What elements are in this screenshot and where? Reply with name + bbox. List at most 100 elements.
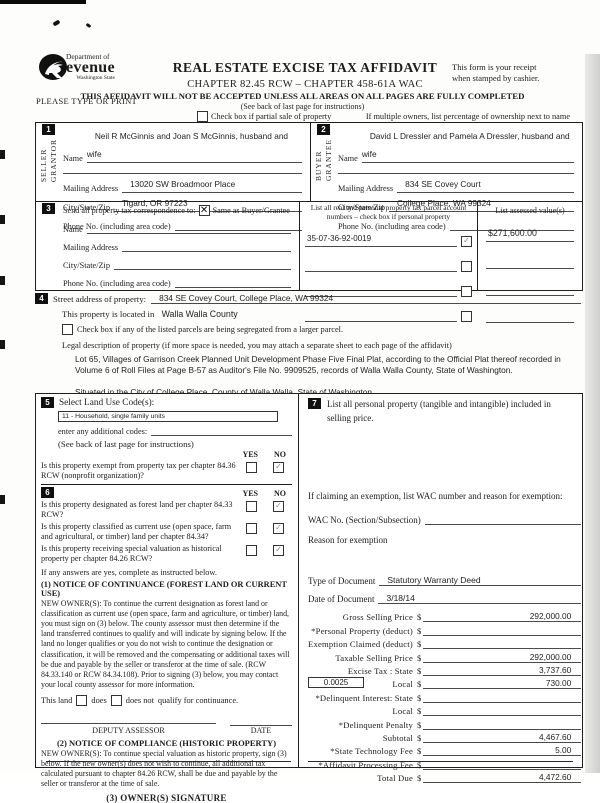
parcel-row	[305, 278, 472, 297]
fee-row-personal-property-deduct: *Personal Property (deduct) $	[308, 622, 582, 636]
assessed-value-field[interactable]: $271,600.00	[486, 223, 574, 242]
parcel-number-field[interactable]: 35-07-36-92-0019	[305, 228, 457, 247]
street-address-field[interactable]: 834 SE Covey Court, College Place, WA 99…	[151, 293, 581, 304]
forest-no-checkbox[interactable]: ✓	[273, 501, 284, 512]
deputy-assessor-label: DEPUTY ASSESSOR	[92, 725, 165, 735]
personal-property-checkbox[interactable]	[461, 285, 472, 297]
assessed-value-field[interactable]	[486, 250, 574, 269]
assessed-value-field[interactable]	[486, 277, 574, 296]
buyer-mailing-field[interactable]: 834 SE Covey Court	[397, 174, 574, 193]
personal-property-checkbox[interactable]	[461, 310, 472, 322]
land-does-checkbox[interactable]	[76, 694, 88, 706]
wac-number-field[interactable]	[424, 514, 582, 525]
buyer-city-value: College Place, WA 99324	[397, 198, 491, 208]
parcel-number-value	[305, 259, 307, 268]
assessed-value-field[interactable]	[486, 304, 574, 323]
fee-value-field[interactable]: 292,000.00	[423, 652, 582, 663]
land-use-code-select[interactable]: 11 - Household, single family units	[58, 411, 278, 422]
street-address-label: Street address of property:	[53, 294, 147, 304]
correspondence-mailing-field[interactable]	[122, 241, 291, 252]
date-line[interactable]	[230, 715, 292, 726]
scan-artifact-bar	[0, 0, 86, 4]
exempt-no-checkbox[interactable]: ✓	[273, 462, 284, 473]
yes-header: YES	[242, 488, 258, 498]
no-header: NO	[274, 488, 286, 498]
fee-label: *State Technology Fee	[330, 746, 413, 757]
fee-value-field[interactable]: 4,467.60	[423, 732, 582, 743]
fee-row-taxable-selling-price: Taxable Selling Price $292,000.00	[308, 649, 582, 663]
same-as-buyer-checkbox[interactable]: ✕	[198, 205, 210, 216]
fee-value-field[interactable]	[423, 719, 582, 730]
scan-edge-strip	[585, 54, 600, 773]
fee-label: Local	[392, 706, 413, 717]
receipt-note-line1: This form is your receipt	[452, 62, 537, 72]
seller-name-overflow-field[interactable]	[63, 163, 302, 174]
owner-signature-line[interactable]	[46, 761, 291, 762]
fee-value-field[interactable]	[423, 638, 582, 650]
seller-name-field[interactable]: Neil R McGinnis and Joan S McGinnis, hus…	[86, 126, 302, 163]
correspondence-phone-label: Phone No. (including area code)	[63, 279, 171, 288]
dollar-sign: $	[416, 665, 422, 676]
fee-row-affidavit-processing-fee: *Affidavit Processing Fee $	[308, 756, 582, 770]
section-number-4: 4	[35, 293, 48, 304]
type-of-document-field[interactable]: Statutory Warranty Deed	[379, 575, 582, 586]
fee-value-field[interactable]	[423, 625, 582, 636]
fee-label: Total Due	[377, 773, 413, 784]
section-number-1: 1	[42, 124, 55, 135]
parcel-number-field[interactable]	[305, 303, 457, 322]
correspondence-name-field[interactable]	[86, 223, 291, 234]
parcel-number-field[interactable]	[305, 278, 457, 297]
parcel-row	[305, 303, 472, 322]
local-rate-box[interactable]: 0.0025	[308, 677, 364, 689]
seller-phone-field[interactable]	[174, 212, 302, 231]
owner-signature-line[interactable]	[308, 761, 573, 762]
personal-property-section: 7 List all personal property (tangible a…	[308, 398, 581, 425]
current-use-no-checkbox[interactable]: ✓	[273, 523, 284, 534]
scan-artifact-dash	[0, 150, 5, 159]
segregated-checkbox[interactable]	[62, 324, 73, 335]
fee-value-field[interactable]: 292,000.00	[423, 611, 582, 623]
fee-value-field[interactable]: 5.00	[423, 745, 582, 757]
partial-sale-checkbox[interactable]	[197, 111, 208, 122]
seller-mailing-field[interactable]: 13020 SW Broadmoor Place	[122, 174, 302, 193]
section-number-7: 7	[308, 398, 321, 409]
buyer-phone-field[interactable]	[449, 212, 574, 231]
correspondence-phone-field[interactable]	[174, 277, 291, 288]
fee-value-field[interactable]	[423, 705, 582, 717]
fee-value-field[interactable]: 4,472.60	[423, 772, 582, 784]
correspondence-city-label: City/State/Zip	[63, 261, 111, 270]
forest-yes-checkbox[interactable]	[246, 501, 257, 512]
form-subtitle: CHAPTER 82.45 RCW – CHAPTER 458-61A WAC	[187, 79, 423, 90]
located-in-value[interactable]: Walla Walla County	[161, 309, 238, 319]
fee-value-field[interactable]: 730.00	[423, 678, 582, 690]
personal-property-checkbox[interactable]: ✓	[461, 235, 472, 247]
historical-no-checkbox[interactable]: ✓	[273, 545, 284, 556]
buyer-mailing-value: 834 SE Covey Court	[405, 179, 481, 189]
historical-yes-checkbox[interactable]	[246, 545, 257, 556]
section-number-3: 3	[42, 203, 55, 214]
fee-value-field[interactable]	[423, 692, 582, 703]
wac-number-label: WAC No. (Section/Subsection)	[308, 515, 421, 525]
buyer-name-field[interactable]: David L Dressler and Pamela A Dressler, …	[361, 126, 574, 163]
date-of-document-field[interactable]: 3/18/14	[378, 593, 582, 604]
reason-for-exemption-label: Reason for exemption	[308, 535, 388, 545]
land-does-not-checkbox[interactable]	[110, 694, 122, 706]
fee-value-field[interactable]: 3,737.60	[423, 665, 582, 676]
parcel-number-value	[305, 284, 307, 293]
buyer-name-overflow-field[interactable]	[338, 163, 574, 174]
claiming-exemption-text: If claiming an exemption, list WAC numbe…	[308, 491, 563, 501]
fee-value-field[interactable]	[423, 759, 582, 770]
dollar-sign: $	[416, 706, 422, 717]
deputy-assessor-signature-line[interactable]	[41, 721, 216, 724]
additional-codes-field[interactable]	[151, 425, 292, 436]
correspondence-city-field[interactable]	[114, 259, 291, 270]
seller-city-value: Tigard, OR 97223	[122, 198, 188, 208]
personal-property-checkbox[interactable]	[461, 260, 472, 272]
legal-description-value[interactable]: Lot 65, Villages of Garrison Creek Plann…	[75, 354, 561, 375]
buyer-city-field[interactable]: College Place, WA 99324	[389, 193, 574, 212]
does-not-label: does not	[125, 695, 154, 705]
parcel-number-field[interactable]	[305, 253, 457, 272]
current-use-yes-checkbox[interactable]	[246, 523, 257, 534]
section-number-2: 2	[317, 124, 330, 135]
exempt-yes-checkbox[interactable]	[246, 462, 257, 473]
